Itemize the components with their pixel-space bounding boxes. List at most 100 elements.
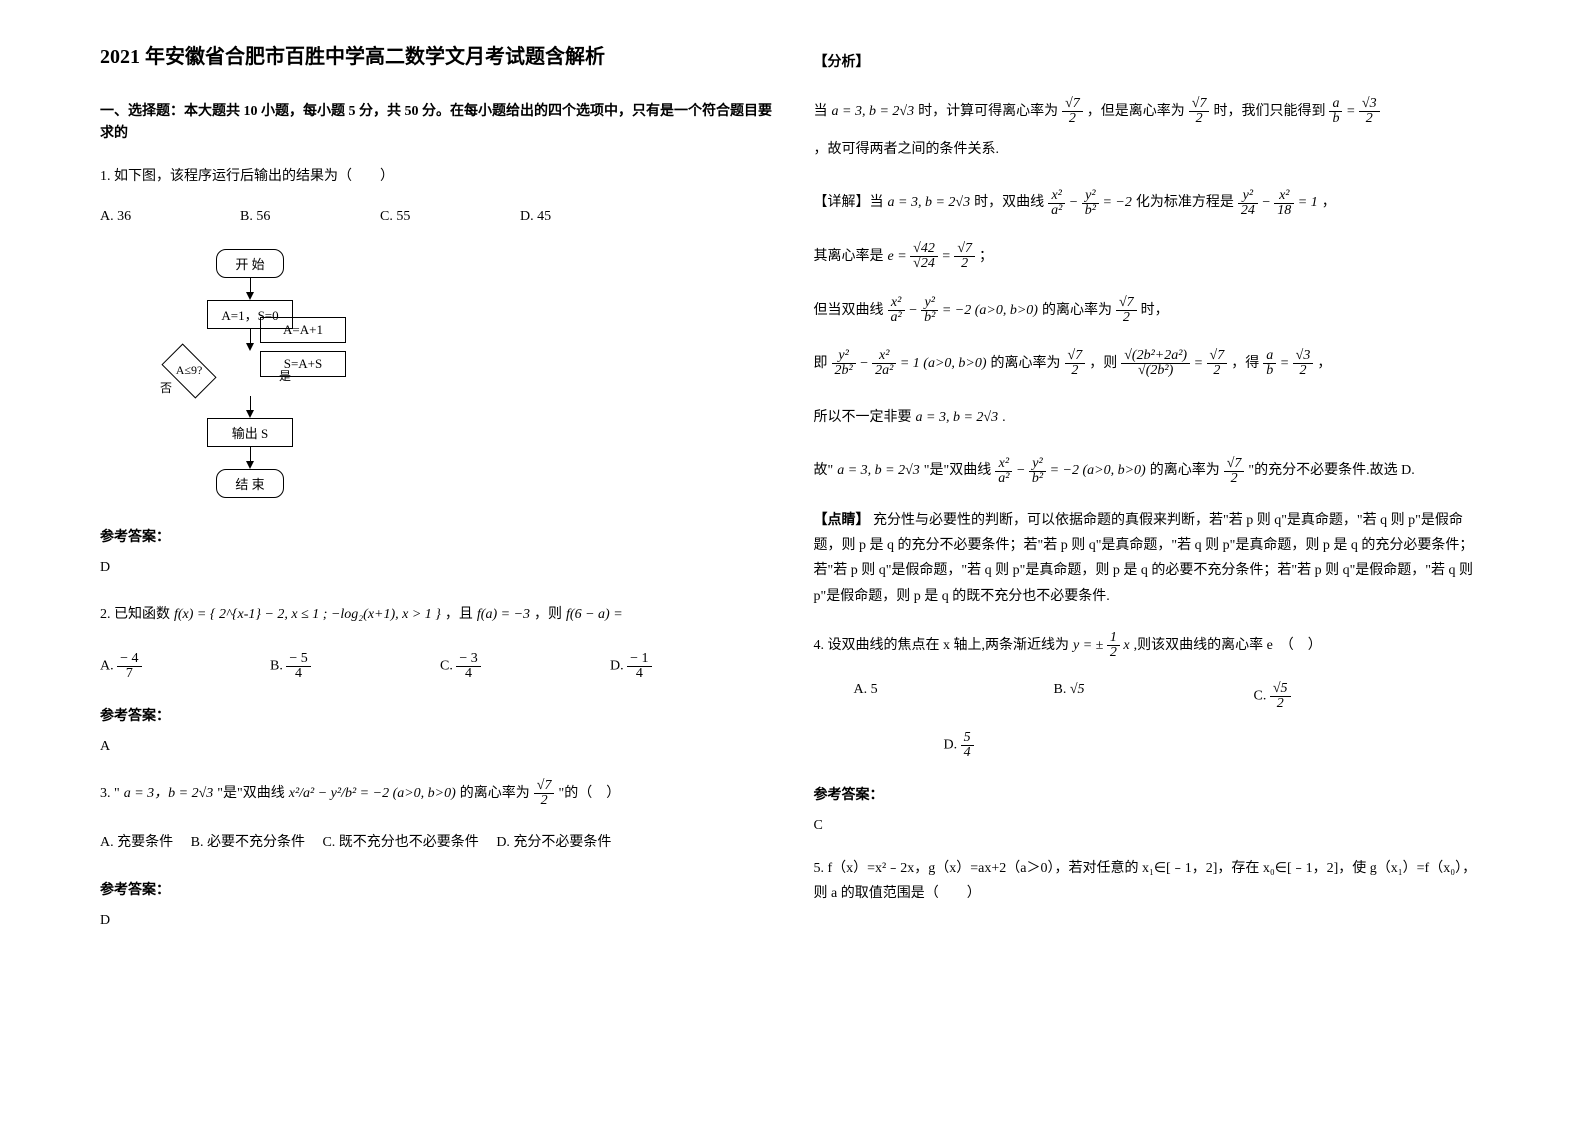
text: "的充分不必要条件.故选 D. <box>1248 454 1414 488</box>
q3-stem: 3. " a = 3，b = 2√3 "是"双曲线 x²/a² − y²/b² … <box>100 777 774 811</box>
q4-asym: y = ± 12 x <box>1073 629 1130 663</box>
math: y²2b² − x²2a² = 1 (a>0, b>0) <box>832 347 987 381</box>
analysis-ie: 即 y²2b² − x²2a² = 1 (a>0, b>0) 的离心率为 √72… <box>814 347 1488 381</box>
frac: − 54 <box>286 652 310 681</box>
q1-stem: 1. 如下图，该程序运行后输出的结果为（ ） <box>100 164 774 189</box>
analysis-ecc: 其离心率是 e = √42√24 = √72 ； <box>814 240 1488 274</box>
q2-target: f(6 − a) = <box>566 598 623 632</box>
q2-option-c: C. − 34 <box>440 652 520 681</box>
text: 但当双曲线 <box>814 294 884 328</box>
q2-answer-label: 参考答案： <box>100 705 774 725</box>
analysis-label: 【分析】 <box>814 50 1488 75</box>
q3-options: A. 充要条件 B. 必要不充分条件 C. 既不充分也不必要条件 D. 充分不必… <box>100 830 774 855</box>
q1-answer-label: 参考答案： <box>100 526 774 546</box>
flow-connector <box>246 447 254 469</box>
analysis-hence: 故" a = 3, b = 2√3 "是"双曲线 x²a² − y²b² = −… <box>814 454 1488 488</box>
text: 化为标准方程是 <box>1136 186 1234 220</box>
flow-connector <box>246 329 254 351</box>
q3-option-a: A. 充要条件 <box>100 835 173 850</box>
math: √5 <box>1070 682 1085 698</box>
frac: − 34 <box>456 652 480 681</box>
math: a = 3, b = 2√3 <box>916 401 999 435</box>
q2-option-a: A. − 47 <box>100 652 180 681</box>
page-title: 2021 年安徽省合肥市百胜中学高二数学文月考试题含解析 <box>100 40 774 69</box>
text: 即 <box>814 347 828 381</box>
opt-label: A. <box>100 658 114 673</box>
flow-sum: S=A+S <box>260 351 346 377</box>
text: 时， <box>1141 294 1169 328</box>
text: ， <box>1317 347 1331 381</box>
q4-option-c: C. √52 <box>1254 682 1334 711</box>
q3-ab: a = 3，b = 2√3 <box>124 777 214 811</box>
math: a = 3, b = 2√3 <box>837 454 920 488</box>
frac: √72 <box>1062 97 1083 126</box>
q2-prefix: 2. 已知函数 <box>100 598 170 632</box>
q3-option-b: B. 必要不充分条件 <box>191 835 305 850</box>
q3-option-d: D. 充分不必要条件 <box>496 835 611 850</box>
q1-options: A. 36 B. 56 C. 55 D. 45 <box>100 209 774 225</box>
math: x²a² − y²b² = −2 <box>1048 186 1132 220</box>
q1-option-d: D. 45 <box>520 209 600 225</box>
text: ， <box>1322 186 1336 220</box>
math: a = 3, b = 2√3 <box>832 95 915 129</box>
opt-label: B. <box>1054 683 1067 698</box>
math: x²a² − y²b² = −2 (a>0, b>0) <box>888 294 1038 328</box>
math: x²a² − y²b² = −2 (a>0, b>0) <box>995 454 1145 488</box>
q4-answer: C <box>814 818 1488 834</box>
text: 时，双曲线 <box>974 186 1044 220</box>
q4-options: A. 5 B. √5 C. √52 <box>854 682 1488 711</box>
analysis-tip: 【点睛】 充分性与必要性的判断，可以依据命题的真假来判断，若"若 p 则 q"是… <box>814 508 1488 609</box>
flow-inc: A=A+1 <box>260 317 346 343</box>
math: a = 3, b = 2√3 <box>888 186 971 220</box>
frac: √52 <box>1270 682 1291 711</box>
text: 的离心率为 <box>991 347 1061 381</box>
left-column: 2021 年安徽省合肥市百胜中学高二数学文月考试题含解析 一、选择题：本大题共 … <box>100 40 774 941</box>
q2-mid: ，且 <box>445 598 473 632</box>
q1-flowchart: 开 始 A=1，S=0 A≤9? A=A+1 S=A+S 是 否 输出 S 结 … <box>140 249 360 498</box>
q4-stem: 4. 设双曲线的焦点在 x 轴上,两条渐近线为 y = ± 12 x ,则该双曲… <box>814 629 1488 663</box>
q3-hyp: x²/a² − y²/b² = −2 (a>0, b>0) <box>289 777 456 811</box>
frac: − 47 <box>117 652 141 681</box>
frac: √72 <box>1224 457 1245 486</box>
q2-cond: f(a) = −3 <box>477 598 530 632</box>
opt-label: D. <box>944 738 958 753</box>
text: 其离心率是 <box>814 240 884 274</box>
q3-answer: D <box>100 913 774 929</box>
text: 故" <box>814 454 834 488</box>
q2-answer: A <box>100 739 774 755</box>
analysis-p1: 当 a = 3, b = 2√3 时，计算可得离心率为 √72 ，但是离心率为 … <box>814 95 1488 166</box>
q2-option-b: B. − 54 <box>270 652 350 681</box>
text: ，得 <box>1231 347 1259 381</box>
math: ab = √32 <box>1263 347 1313 381</box>
text: 所以不一定非要 <box>814 401 912 435</box>
analysis-but: 但当双曲线 x²a² − y²b² = −2 (a>0, b>0) 的离心率为 … <box>814 294 1488 328</box>
math: ab = √32 <box>1329 95 1379 129</box>
text: ，故可得两者之间的条件关系. <box>814 133 1000 167</box>
flow-output: 输出 S <box>207 418 293 447</box>
text: 的离心率为 <box>1150 454 1220 488</box>
q3-text: "是"双曲线 <box>217 777 284 811</box>
text: "是"双曲线 <box>924 454 991 488</box>
math: y²24 − x²18 = 1 <box>1238 186 1318 220</box>
q3-ecc: √72 <box>534 779 555 808</box>
opt-label: D. <box>610 658 624 673</box>
q2-options: A. − 47 B. − 54 C. − 34 D. − 14 <box>100 652 774 681</box>
math: e = √42√24 = √72 <box>888 240 976 274</box>
flow-connector <box>246 278 254 300</box>
q3-text: 的离心率为 <box>460 777 530 811</box>
q4-suffix: ,则该双曲线的离心率 e （ ） <box>1134 629 1322 663</box>
q1-option-b: B. 56 <box>240 209 320 225</box>
opt-label: C. <box>440 658 453 673</box>
frac: √72 <box>1189 97 1210 126</box>
analysis-so: 所以不一定非要 a = 3, b = 2√3 . <box>814 401 1488 435</box>
q1-option-c: C. 55 <box>380 209 460 225</box>
text: 时，计算可得离心率为 <box>918 95 1058 129</box>
tip-label: 【点睛】 <box>814 513 870 528</box>
q4-answer-label: 参考答案： <box>814 784 1488 804</box>
q3-option-c: C. 既不充分也不必要条件 <box>322 835 478 850</box>
flow-start: 开 始 <box>216 249 283 278</box>
tip-body: 充分性与必要性的判断，可以依据命题的真假来判断，若"若 p 则 q"是真命题，"… <box>814 513 1474 604</box>
text: 的离心率为 <box>1042 294 1112 328</box>
q2-func: f(x) = { 2^{x-1} − 2, x ≤ 1 ; −log₂(x+1)… <box>174 598 441 632</box>
analysis-detail-1: 【详解】当 a = 3, b = 2√3 时，双曲线 x²a² − y²b² =… <box>814 186 1488 220</box>
